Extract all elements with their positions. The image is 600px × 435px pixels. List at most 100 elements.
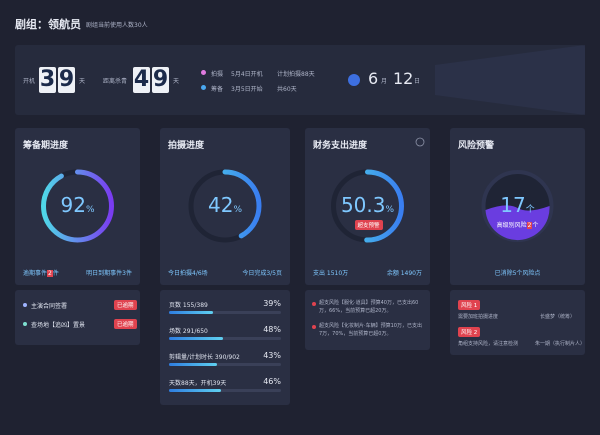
note: 共60天: [277, 86, 297, 93]
dot: [312, 302, 316, 306]
text: 5月4日开机: [231, 71, 263, 78]
label: 开机: [23, 78, 36, 85]
badge: 高级别风险2个: [450, 220, 585, 229]
label: 距离杀青: [103, 78, 128, 85]
value: 42: [207, 193, 234, 217]
owner: 朱一期（执行制片人）: [535, 341, 586, 347]
prefix: 高级别风险: [496, 222, 527, 229]
digit: 9: [152, 67, 169, 93]
tag: 拍摄: [211, 71, 224, 78]
tag: 已逾期: [114, 319, 137, 329]
footer-left: 逾期事件2件: [23, 268, 59, 277]
dot: [23, 303, 27, 307]
day-unit: 日: [414, 78, 421, 85]
bar: [169, 311, 213, 314]
bar-track: [169, 363, 281, 366]
calendar-icon: [348, 74, 360, 86]
gauge-value: 17个: [450, 193, 585, 217]
tag: 风险 1: [458, 300, 481, 310]
gauge-arc: [188, 169, 262, 243]
gauge-arc: [41, 169, 114, 243]
card: 风险预警 17个 高级别风险2个 已消除5个风险点: [450, 128, 585, 285]
highlight: 2: [47, 270, 53, 277]
gauge-value: 42%: [160, 193, 290, 217]
card: 拍摄进度 42% 今日拍摄4/6场 今日完成3/5页: [160, 128, 290, 285]
footer-left: 今日拍摄4/6场: [168, 270, 208, 277]
unit: %: [385, 205, 395, 215]
title: 剧组：领航员: [15, 18, 81, 31]
risk-list: 风险 1 需要加班拍摄进度 长盛梦（统筹） 风险 2 角组支持风险，请注意检测 …: [450, 290, 585, 355]
card-title: 风险预警: [458, 141, 495, 151]
gauge: [188, 169, 262, 243]
badge: 超支预警: [354, 220, 383, 230]
footer-right: 今日完成3/5页: [242, 270, 282, 277]
highlight: 2: [526, 222, 533, 229]
item: 查场地【追凶】置景: [31, 322, 86, 329]
bar-track: [169, 389, 281, 392]
decoration: [435, 45, 585, 115]
item: 需要加班拍摄进度: [458, 314, 499, 320]
footer-right: 明日到期事件3件: [86, 270, 132, 277]
suffix: 个: [532, 222, 539, 229]
digit: 4: [133, 67, 150, 93]
unit: %: [85, 205, 95, 215]
prep-list: 主演合同签署 已逾期 查场地【追凶】置景 已逾期: [15, 290, 140, 345]
bar-percent: 46%: [263, 377, 281, 386]
bar: [169, 389, 221, 392]
footer-right: 余额 1490万: [386, 270, 422, 277]
bar-track: [169, 337, 281, 340]
owner: 长盛梦（统筹）: [540, 314, 576, 320]
note: 计划拍摄88天: [277, 71, 315, 78]
gauge: [331, 137, 425, 243]
dot: [201, 70, 206, 75]
info-icon: [415, 137, 425, 147]
value: 50.3: [340, 193, 386, 217]
item: 主演合同签署: [31, 303, 68, 310]
dot: [23, 322, 27, 326]
bar-label: 页数 155/389: [169, 302, 208, 309]
bar-percent: 39%: [263, 299, 281, 308]
digit: 9: [58, 67, 75, 93]
tag: 筹备: [211, 86, 224, 93]
item: 超支风险【服化·道具】预算40万，已支出60万，66%，当前预算已超20万。: [319, 300, 419, 314]
banner: 开机 3 9 天 距离杀青 4 9 天 拍摄 5月4日开机 计划拍摄88天 筹备…: [15, 45, 585, 115]
gauge-arc: [331, 169, 404, 243]
bar-label: 场数 291/650: [169, 328, 208, 335]
tag: 风险 2: [458, 327, 481, 337]
tag: 已逾期: [114, 300, 137, 310]
gauge-value: 50.3%: [305, 193, 430, 217]
card-title: 筹备期进度: [23, 141, 69, 151]
bar-track: [169, 311, 281, 314]
unit: 天: [79, 78, 86, 85]
item: 超支风险【化妆制片·车辆】预算10万，已支出7万，70%，当前预算已超0万。: [319, 323, 422, 337]
prefix: 逾期事件: [23, 270, 48, 277]
risk-fill: [485, 205, 550, 241]
dot: [201, 85, 206, 90]
card-title: 财务支出进度: [313, 141, 368, 151]
value: 17: [500, 193, 526, 217]
footer: 已消除5个风险点: [494, 270, 541, 277]
gauge: [41, 169, 114, 243]
bar: [169, 363, 218, 366]
unit: 天: [173, 78, 180, 85]
item: 角组支持风险，请注意检测: [458, 341, 519, 347]
month-unit: 月: [381, 78, 388, 85]
dot: [312, 325, 316, 329]
finance-list: 超支风险【服化·道具】预算40万，已支出60万，66%，当前预算已超20万。 超…: [305, 290, 430, 350]
bar-label: 天数88天，开机39天: [169, 380, 227, 387]
footer-left: 支出 1510万: [313, 270, 349, 277]
digit: 3: [39, 67, 56, 93]
gauge: [481, 170, 554, 242]
bar-percent: 48%: [263, 325, 281, 334]
bar: [169, 337, 223, 340]
bar-label: 剪辑量/计划时长 390/902: [169, 354, 240, 361]
card: 财务支出进度 50.3% 超支预警 支出 1510万 余额 1490万: [305, 128, 430, 285]
month: 6: [368, 69, 379, 88]
text: 3月5日开始: [231, 86, 263, 93]
shoot-list: 页数 155/389 39% 场数 291/650 48% 剪辑量/计划时长 390/9…: [160, 290, 290, 405]
day: 12: [393, 69, 414, 88]
unit: %: [233, 205, 242, 215]
suffix: 件: [52, 270, 59, 277]
unit: 个: [525, 205, 535, 215]
